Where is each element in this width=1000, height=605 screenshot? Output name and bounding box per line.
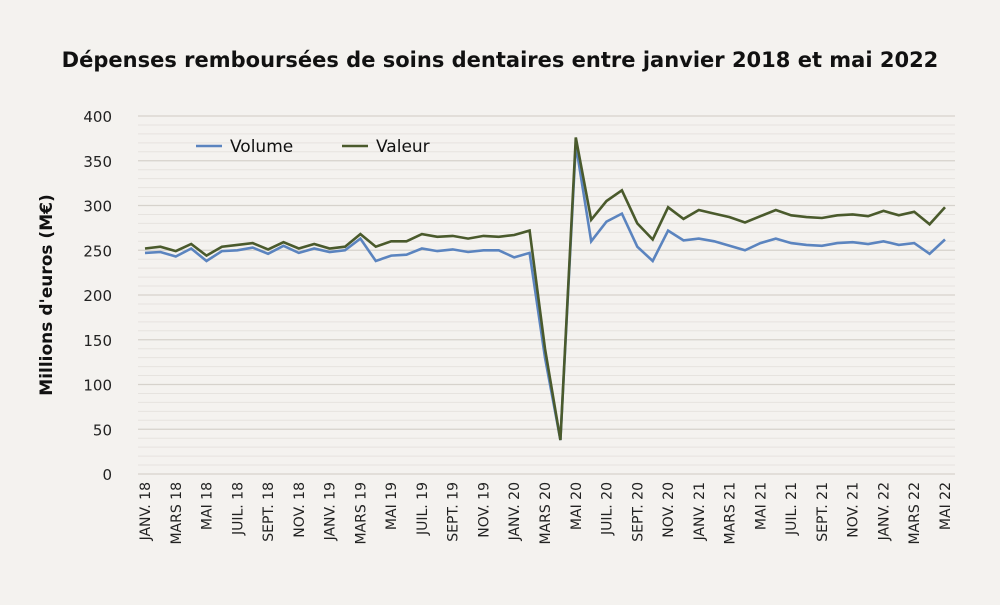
x-tick-label: SEPT. 21 — [815, 482, 831, 542]
x-tick-label: JANV. 20 — [507, 482, 523, 541]
x-tick-label: MARS 20 — [538, 482, 554, 545]
series-line-valeur — [144, 137, 946, 441]
x-tick-label: SEPT. 19 — [446, 482, 462, 542]
x-tick-label: MAI 20 — [569, 482, 585, 530]
y-tick-label: 150 — [83, 332, 112, 350]
x-tick-label: MARS 21 — [723, 482, 739, 545]
y-tick-label: 350 — [83, 153, 112, 171]
x-tick-label: NOV. 18 — [292, 482, 308, 538]
x-tick-label: MARS 19 — [353, 482, 369, 545]
x-tick-label: MAI 22 — [938, 482, 954, 530]
y-tick-label: 400 — [83, 108, 112, 126]
x-tick-label: SEPT. 18 — [261, 482, 277, 542]
x-tick-label: MAI 18 — [200, 482, 216, 530]
x-tick-label: JUIL. 21 — [784, 482, 800, 536]
y-tick-label: 100 — [83, 377, 112, 395]
legend-label: Volume — [230, 137, 293, 157]
y-tick-label: 200 — [83, 287, 112, 305]
x-tick-label: JUIL. 20 — [600, 482, 616, 536]
x-tick-label: MARS 18 — [169, 482, 185, 545]
x-tick-label: JUIL. 18 — [230, 482, 246, 536]
x-tick-label: JANV. 21 — [692, 482, 708, 541]
chart-title: Dépenses remboursées de soins dentaires … — [61, 48, 939, 72]
x-tick-label: NOV. 20 — [661, 482, 677, 538]
y-tick-label: 0 — [102, 466, 112, 484]
legend-label: Valeur — [376, 137, 430, 157]
series-line-volume — [144, 144, 946, 441]
x-tick-label: JANV. 19 — [323, 482, 339, 541]
y-tick-label: 50 — [93, 421, 112, 439]
x-tick-label: JANV. 18 — [138, 482, 154, 541]
x-tick-label: MARS 22 — [907, 482, 923, 545]
x-tick-label: MAI 21 — [753, 482, 769, 530]
x-tick-label: SEPT. 20 — [630, 482, 646, 542]
x-tick-label: NOV. 19 — [476, 482, 492, 538]
y-axis-label: Millions d'euros (M€) — [37, 194, 57, 395]
x-tick-label: NOV. 21 — [846, 482, 862, 538]
x-tick-label: MAI 19 — [384, 482, 400, 530]
x-tick-label: JUIL. 19 — [415, 482, 431, 536]
y-tick-label: 300 — [83, 198, 112, 216]
y-tick-label: 250 — [83, 242, 112, 260]
x-tick-label: JANV. 22 — [876, 482, 892, 541]
